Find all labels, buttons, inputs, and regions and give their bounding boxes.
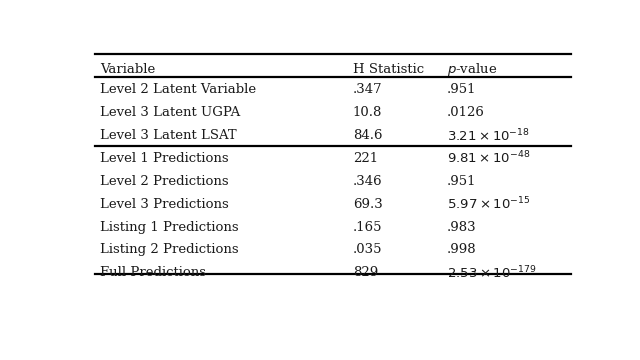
Text: Level 3 Latent LSAT: Level 3 Latent LSAT [100, 129, 236, 142]
Text: Variable: Variable [100, 63, 155, 76]
Text: Level 3 Latent UGPA: Level 3 Latent UGPA [100, 106, 240, 119]
Text: Listing 2 Predictions: Listing 2 Predictions [100, 243, 239, 256]
Text: H Statistic: H Statistic [353, 63, 424, 76]
Text: Level 3 Predictions: Level 3 Predictions [100, 198, 228, 211]
Text: .347: .347 [353, 83, 383, 96]
Text: $3.21 \times 10^{-18}$: $3.21 \times 10^{-18}$ [447, 127, 530, 144]
Text: .0126: .0126 [447, 106, 485, 119]
Text: $p$-value: $p$-value [447, 61, 497, 78]
Text: 10.8: 10.8 [353, 106, 382, 119]
Text: Level 2 Latent Variable: Level 2 Latent Variable [100, 83, 256, 96]
Text: Level 1 Predictions: Level 1 Predictions [100, 152, 228, 165]
Text: $2.53 \times 10^{-179}$: $2.53 \times 10^{-179}$ [447, 265, 536, 281]
Text: 829: 829 [353, 266, 378, 279]
Text: $5.97 \times 10^{-15}$: $5.97 \times 10^{-15}$ [447, 196, 531, 212]
Text: .998: .998 [447, 243, 477, 256]
Text: Level 2 Predictions: Level 2 Predictions [100, 175, 228, 188]
Text: 84.6: 84.6 [353, 129, 382, 142]
Text: $9.81 \times 10^{-48}$: $9.81 \times 10^{-48}$ [447, 150, 531, 167]
Text: 221: 221 [353, 152, 378, 165]
Text: Listing 1 Predictions: Listing 1 Predictions [100, 221, 239, 234]
Text: .951: .951 [447, 175, 477, 188]
Text: Full Predictions: Full Predictions [100, 266, 206, 279]
Text: .035: .035 [353, 243, 382, 256]
Text: .165: .165 [353, 221, 382, 234]
Text: .346: .346 [353, 175, 383, 188]
Text: .951: .951 [447, 83, 477, 96]
Text: .983: .983 [447, 221, 477, 234]
Text: 69.3: 69.3 [353, 198, 383, 211]
